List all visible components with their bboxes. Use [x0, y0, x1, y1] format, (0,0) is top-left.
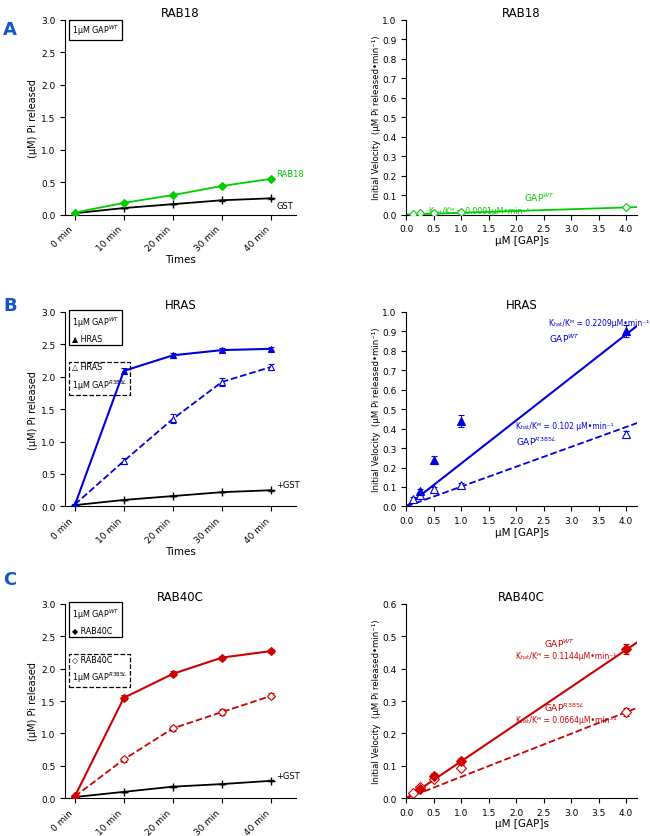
Y-axis label: (μM) Pi released: (μM) Pi released	[28, 79, 38, 157]
Text: Kₕₐₜ/Kᴹ = 0.102 μM•min⁻¹: Kₕₐₜ/Kᴹ = 0.102 μM•min⁻¹	[516, 421, 614, 431]
Text: 1μM GAP$^{WT}$: 1μM GAP$^{WT}$	[72, 23, 120, 38]
Text: A: A	[3, 21, 17, 39]
Text: GAP$^{WT}$: GAP$^{WT}$	[549, 332, 580, 344]
Y-axis label: Initial Velocity  (μM Pi released•min⁻¹): Initial Velocity (μM Pi released•min⁻¹)	[372, 619, 381, 783]
Y-axis label: (μM) Pi released: (μM) Pi released	[28, 662, 38, 741]
Y-axis label: Initial Velocity  (μM Pi released•min⁻¹): Initial Velocity (μM Pi released•min⁻¹)	[372, 328, 381, 492]
Text: RAB18: RAB18	[276, 170, 304, 179]
Text: ◇ RAB40C
1μM GAP$^{R385L}$: ◇ RAB40C 1μM GAP$^{R385L}$	[72, 655, 127, 684]
Text: GAP$^{R385L}$: GAP$^{R385L}$	[543, 701, 584, 714]
Text: GST: GST	[276, 201, 292, 211]
X-axis label: μM [GAP]s: μM [GAP]s	[495, 818, 549, 828]
Text: Kₕₐₜ/Kᴹ = 0.2209μM•min⁻¹: Kₕₐₜ/Kᴹ = 0.2209μM•min⁻¹	[549, 319, 649, 327]
Text: GAP$^{R385L}$: GAP$^{R385L}$	[516, 435, 556, 447]
Text: C: C	[3, 570, 16, 589]
Title: HRAS: HRAS	[164, 298, 196, 311]
Y-axis label: Initial Velocity  (μM Pi released•min⁻¹): Initial Velocity (μM Pi released•min⁻¹)	[372, 36, 381, 201]
Text: GAP$^{WT}$: GAP$^{WT}$	[543, 636, 575, 649]
Text: +GST: +GST	[276, 771, 300, 780]
Text: 1μM GAP$^{WT}$
◆ RAB40C: 1μM GAP$^{WT}$ ◆ RAB40C	[72, 607, 120, 635]
Text: △ HRAS
1μM GAP$^{R385L}$: △ HRAS 1μM GAP$^{R385L}$	[72, 363, 127, 393]
Text: GAP$^{WT}$: GAP$^{WT}$	[525, 191, 556, 203]
Text: Kₕₐₜ/Kᴹ = 0.1144μM•min⁻¹: Kₕₐₜ/Kᴹ = 0.1144μM•min⁻¹	[516, 651, 616, 660]
Text: +GST: +GST	[276, 481, 300, 489]
Title: RAB40C: RAB40C	[499, 590, 545, 603]
Title: RAB40C: RAB40C	[157, 590, 203, 603]
Text: B: B	[3, 297, 17, 315]
X-axis label: Times: Times	[165, 547, 196, 557]
Title: RAB18: RAB18	[502, 7, 541, 20]
X-axis label: μM [GAP]s: μM [GAP]s	[495, 527, 549, 537]
Title: RAB18: RAB18	[161, 7, 200, 20]
Text: Kₕₐₜ/Kᴹ = 0.0664μM•min⁻¹: Kₕₐₜ/Kᴹ = 0.0664μM•min⁻¹	[516, 715, 617, 724]
X-axis label: μM [GAP]s: μM [GAP]s	[495, 236, 549, 245]
Text: Kₕₐₜ/Kᴹ = 0.0091μM•min⁻¹: Kₕₐₜ/Kᴹ = 0.0091μM•min⁻¹	[430, 206, 530, 216]
X-axis label: Times: Times	[165, 255, 196, 265]
Title: HRAS: HRAS	[506, 298, 538, 311]
Text: 1μM GAP$^{WT}$
▲ HRAS: 1μM GAP$^{WT}$ ▲ HRAS	[72, 315, 120, 343]
Y-axis label: (μM) Pi released: (μM) Pi released	[28, 370, 38, 449]
